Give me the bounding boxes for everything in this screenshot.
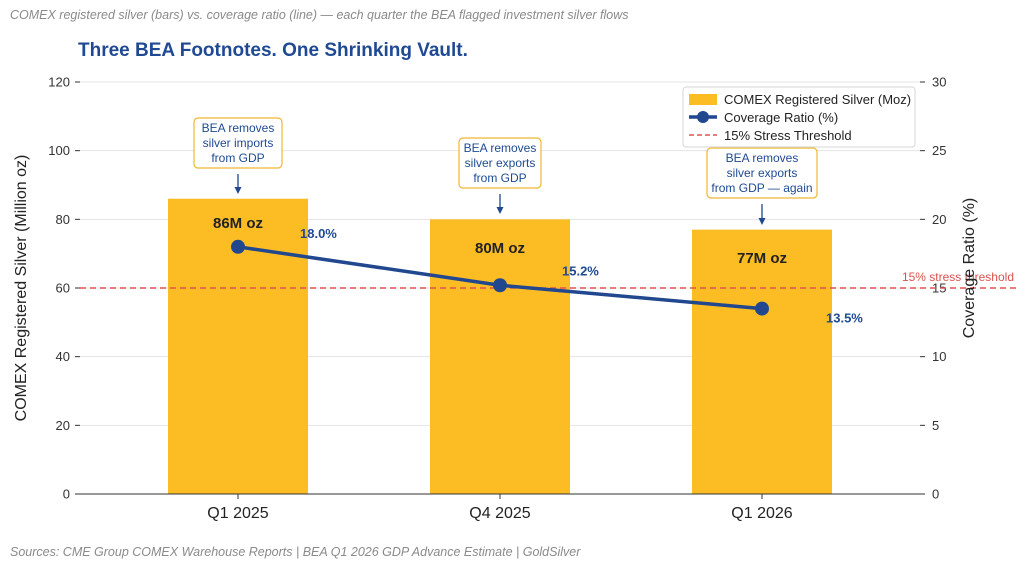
y-tick-label: 100 [48, 143, 70, 158]
header-note: COMEX registered silver (bars) vs. cover… [10, 8, 629, 22]
y-tick-label: 120 [48, 75, 70, 90]
bar [430, 219, 570, 495]
threshold-label: 15% stress threshold [902, 270, 1014, 284]
y2-tick-label: 5 [932, 418, 939, 433]
y2-tick-label: 10 [932, 349, 946, 364]
y-tick-label: 20 [56, 418, 70, 433]
y-tick-label: 0 [63, 487, 70, 502]
bar-value-label: 80M oz [475, 240, 525, 257]
coverage-point [755, 301, 769, 316]
y2-tick-label: 0 [932, 487, 939, 502]
annotation-box [458, 137, 542, 189]
y2-tick-label: 30 [932, 75, 946, 90]
y-axis-label: COMEX Registered Silver (Million oz) [13, 155, 30, 422]
annotation-text: from GDP [473, 171, 526, 185]
legend-label-bar: COMEX Registered Silver (Moz) [724, 92, 911, 107]
chart-title: Three BEA Footnotes. One Shrinking Vault… [78, 40, 468, 61]
annotation-arrowhead [234, 187, 242, 194]
legend-swatch-bar [689, 94, 717, 105]
y2-tick-label: 20 [932, 212, 946, 227]
annotation-text: silver imports [203, 136, 274, 150]
annotation-text: silver exports [727, 166, 798, 180]
bar-value-label: 86M oz [213, 215, 263, 232]
x-tick-label: Q4 2025 [469, 505, 530, 522]
coverage-value-label: 13.5% [826, 311, 863, 326]
legend-label-threshold: 15% Stress Threshold [724, 128, 852, 143]
annotation-text: BEA removes [464, 141, 537, 155]
y-tick-label: 60 [56, 281, 70, 296]
legend-label-line: Coverage Ratio (%) [724, 110, 838, 125]
annotation-arrowhead [758, 218, 766, 225]
annotation-text: from GDP [211, 151, 264, 165]
coverage-value-label: 15.2% [562, 263, 599, 278]
annotation-box [193, 117, 283, 169]
legend-box [682, 86, 916, 148]
x-tick-label: Q1 2025 [207, 505, 268, 522]
annotation-text: silver exports [465, 156, 536, 170]
legend-swatch-point [697, 111, 709, 123]
annotation-arrowhead [496, 207, 504, 214]
y2-tick-label: 15 [932, 281, 946, 296]
sources-note: Sources: CME Group COMEX Warehouse Repor… [10, 545, 581, 559]
bar [692, 229, 832, 494]
y-tick-label: 80 [56, 212, 70, 227]
y2-tick-label: 25 [932, 143, 946, 158]
annotation-text: BEA removes [202, 121, 275, 135]
y-tick-label: 40 [56, 349, 70, 364]
coverage-point [231, 239, 245, 254]
annotation-box [706, 147, 818, 199]
y2-axis-label: Coverage Ratio (%) [961, 198, 978, 339]
bar-value-label: 77M oz [737, 250, 787, 267]
annotation-text: from GDP — again [711, 181, 812, 195]
coverage-point [493, 278, 507, 293]
x-tick-label: Q1 2026 [731, 505, 792, 522]
coverage-value-label: 18.0% [300, 226, 337, 241]
annotation-text: BEA removes [726, 151, 799, 165]
